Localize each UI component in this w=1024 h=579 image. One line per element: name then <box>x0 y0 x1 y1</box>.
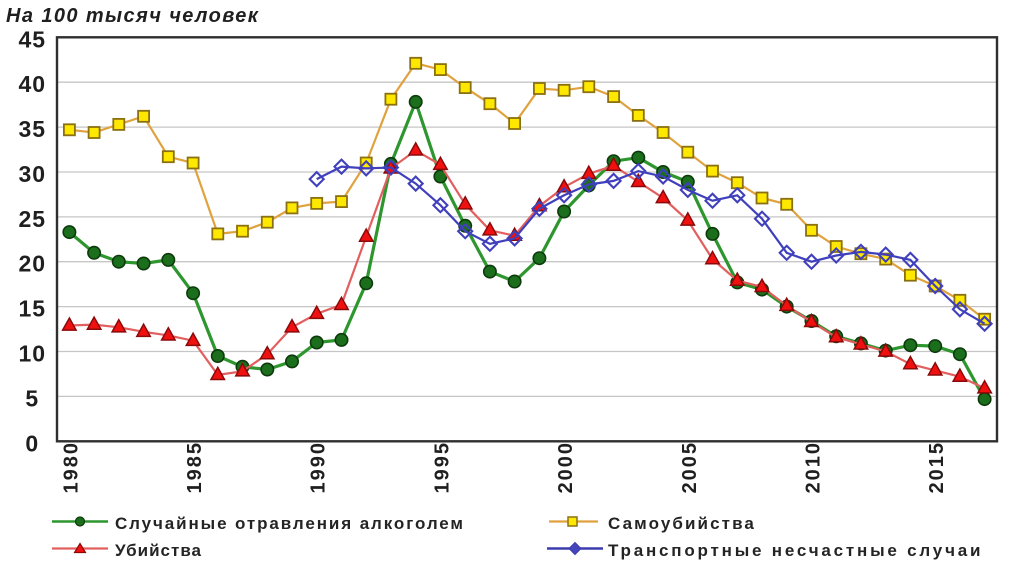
svg-text:15: 15 <box>19 296 47 322</box>
svg-text:Самоубийства: Самоубийства <box>608 514 756 533</box>
svg-text:Транспортные несчастные случаи: Транспортные несчастные случаи <box>608 541 983 560</box>
svg-text:Случайные отравления алкоголе: Случайные отравления алкоголем <box>115 514 465 533</box>
svg-text:2005: 2005 <box>679 441 701 494</box>
svg-text:45: 45 <box>19 26 47 52</box>
svg-text:Убийства: Убийства <box>115 541 202 560</box>
svg-text:10: 10 <box>19 341 47 367</box>
svg-text:25: 25 <box>19 206 47 232</box>
svg-text:30: 30 <box>19 161 47 187</box>
svg-text:0: 0 <box>25 430 39 456</box>
svg-text:1985: 1985 <box>184 441 206 494</box>
svg-text:2010: 2010 <box>803 441 825 494</box>
svg-text:40: 40 <box>19 71 47 97</box>
svg-text:1980: 1980 <box>60 441 82 494</box>
svg-text:1995: 1995 <box>431 441 453 494</box>
svg-text:35: 35 <box>19 116 47 142</box>
svg-text:2015: 2015 <box>926 441 948 494</box>
svg-text:5: 5 <box>25 385 39 411</box>
svg-text:На 100 тысяч человек: На 100 тысяч человек <box>6 5 259 27</box>
svg-text:20: 20 <box>19 251 47 277</box>
svg-text:1990: 1990 <box>308 441 330 494</box>
svg-text:2000: 2000 <box>555 441 577 494</box>
